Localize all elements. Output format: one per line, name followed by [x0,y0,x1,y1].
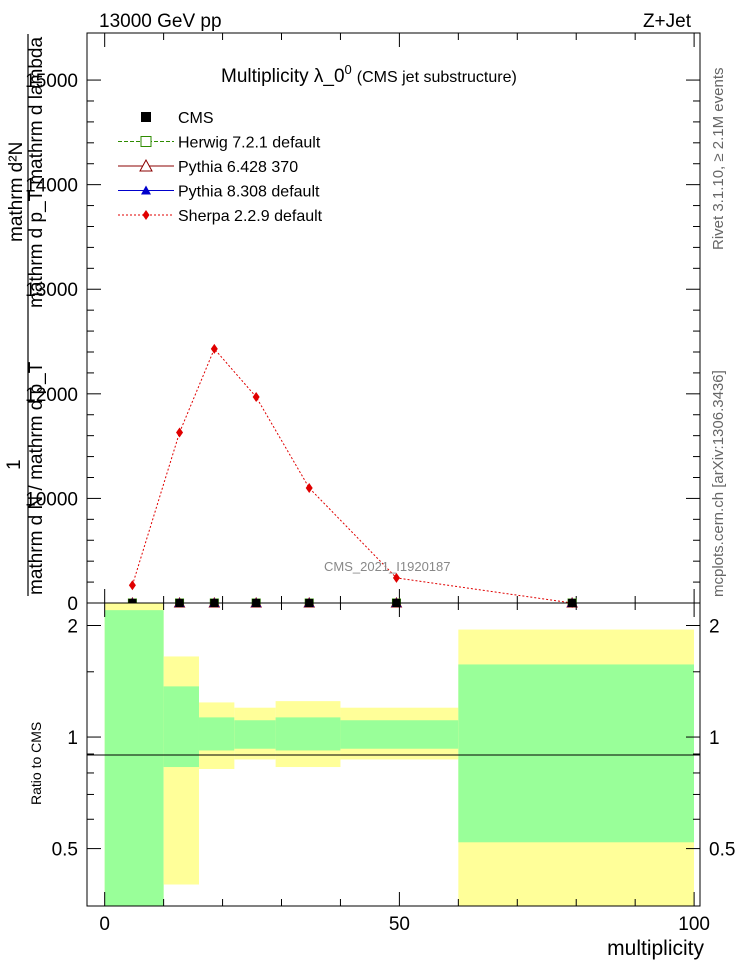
x-tick-label: 100 [678,914,710,935]
sherpa-point [392,572,400,583]
legend: CMS Herwig 7.2.1 default Pythia 6.428 370 P… [118,110,323,225]
legend-item-sherpa: Sherpa 2.2.9 default [118,208,323,225]
sherpa-point [305,482,313,493]
main-plot-panel: 0 10000 12000 13000 14000 15000 Multiplicity … [4,32,701,615]
y-tick-label: 15000 [25,71,78,92]
ratio-plot-panel: 0.5 0.5 1 1 2 2 0 50 100 Ratio to CMS multiplici… [28,602,735,960]
y-tick-label: 10000 [25,489,78,510]
legend-marker [141,185,151,195]
mcplots-label: mcplots.cern.ch [arXiv:1306.3436] [710,370,727,597]
main-y-ticks: 0 10000 12000 13000 14000 15000 [25,71,700,615]
plot-title: Multiplicity λ_00 (CMS jet substructure) [221,62,517,87]
sherpa-point [252,391,260,402]
y-tick-label: 12000 [25,385,78,406]
header-left: 13000 GeV pp [99,11,222,32]
legend-marker [142,210,150,220]
x-axis-label: multiplicity [607,937,704,960]
legend-item-pythia6: Pythia 6.428 370 [118,158,298,176]
y-axis-label-denominator-2: mathrm d N / mathrm d p_T [26,361,47,595]
plot-title-note: (CMS jet substructure) [357,69,517,86]
ratio-band-inner [275,717,341,751]
legend-label: Pythia 8.308 default [178,184,320,201]
ratio-bands [104,603,694,906]
plot-title-main: Multiplicity λ_0 [221,66,345,87]
ratio-band-inner [163,686,199,768]
ratio-y-tick-label: 0.5 [52,840,78,861]
ratio-y-tick-label: 1 [67,728,78,749]
watermark: CMS_2021_I1920187 [324,559,451,574]
rivet-label: Rivet 3.1.10, ≥ 2.1M events [710,68,727,251]
x-tick-label: 0 [99,914,110,935]
sherpa-point [128,580,136,591]
legend-label: Sherpa 2.2.9 default [178,208,323,225]
plot-title-sup: 0 [345,62,352,77]
ratio-band-inner [234,720,276,749]
legend-marker [140,136,152,147]
main-x-ticks [104,33,695,603]
legend-label: Pythia 6.428 370 [178,159,298,176]
ratio-ticks: 0.5 0.5 1 1 2 2 0 50 100 [52,603,735,935]
legend-label: CMS [178,110,214,127]
ratio-band-inner [340,720,459,749]
legend-item-pythia8: Pythia 8.308 default [118,184,320,201]
ratio-band-inner [458,664,694,843]
header-right: Z+Jet [643,11,692,32]
ratio-y-tick-label: 2 [67,616,78,637]
ratio-band-inner [198,717,235,751]
legend-label: Herwig 7.2.1 default [178,135,321,152]
ratio-y-tick-label-right: 1 [709,728,720,749]
y-axis-label-one: 1 [4,459,25,470]
y-axis-label-denominator: mathrm d p_T mathrm d lambda [26,37,47,308]
legend-item-herwig: Herwig 7.2.1 default [118,135,321,152]
ratio-y-tick-label-right: 2 [709,616,720,637]
sherpa-point [176,427,184,438]
legend-marker [139,158,153,172]
legend-marker [141,112,151,122]
y-tick-label: 0 [67,594,78,615]
ratio-band-inner [104,610,164,906]
y-tick-label: 14000 [25,176,78,197]
sherpa-point [210,343,218,354]
y-tick-label: 13000 [25,280,78,301]
ratio-y-tick-label-right: 0.5 [709,840,735,861]
x-tick-label: 50 [389,914,410,935]
y-axis-label-numerator: mathrm d²N [6,142,27,242]
legend-item-cms: CMS [141,110,214,127]
ratio-y-label: Ratio to CMS [28,722,44,805]
